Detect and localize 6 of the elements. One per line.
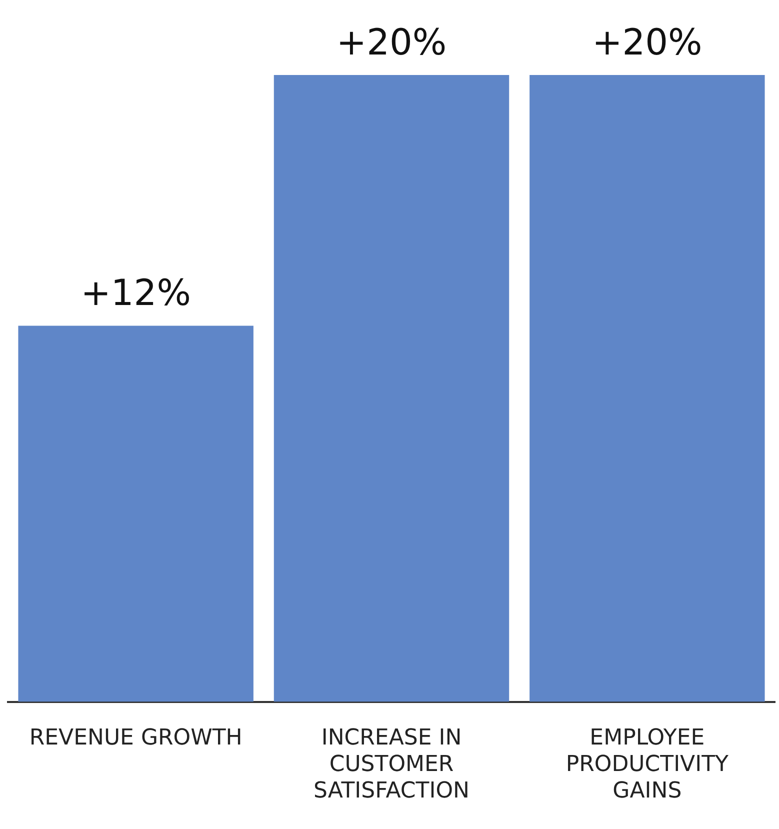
data-label: +12%	[80, 273, 191, 314]
x-tick-label: INCREASE IN CUSTOMER SATISFACTION	[314, 726, 470, 804]
x-tick-label: REVENUE GROWTH	[29, 726, 242, 751]
data-label: +20%	[336, 22, 447, 64]
x-tick-label: EMPLOYEE PRODUCTIVITY GAINS	[566, 726, 730, 804]
data-label: +20%	[592, 22, 702, 64]
